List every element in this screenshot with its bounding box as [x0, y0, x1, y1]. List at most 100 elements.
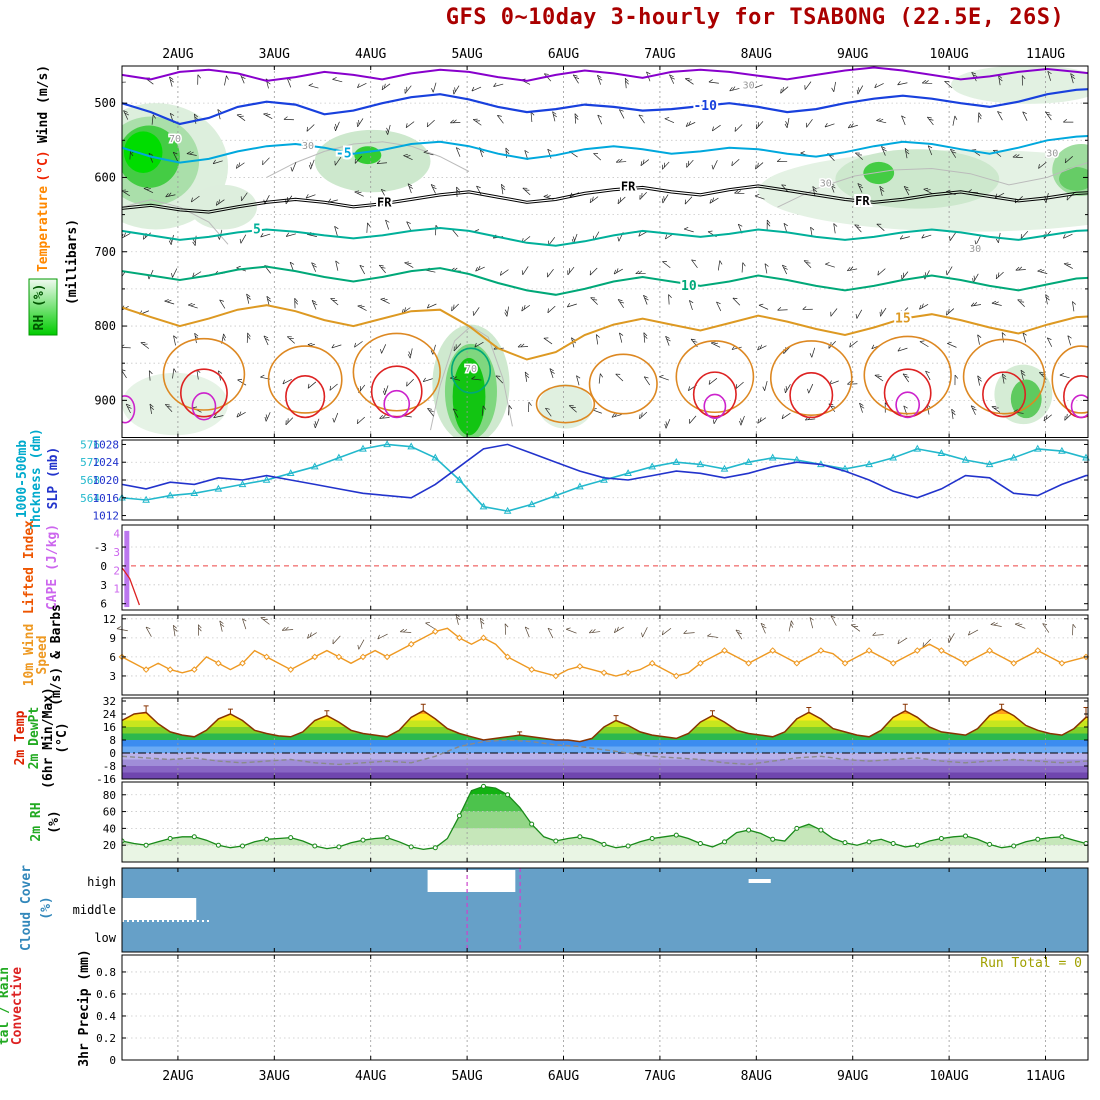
- temp-loop: [789, 372, 834, 419]
- thickness-marker: [913, 444, 922, 452]
- surface-wind-barbs: [116, 613, 1076, 650]
- panel-wind10m: 12 9 6 3: [103, 613, 1090, 696]
- rh-marker: [505, 792, 511, 798]
- mb-axis-label: 1024: [93, 456, 120, 469]
- cape-bar: [124, 530, 130, 608]
- li-line: [121, 567, 141, 606]
- rh-marker: [529, 821, 535, 827]
- date-label-bottom: 5AUG: [451, 1069, 482, 1084]
- temp-band: [122, 772, 1088, 779]
- cloud-background: [122, 868, 1088, 952]
- rh-marker: [481, 783, 486, 789]
- thickness-marker: [696, 460, 705, 468]
- thickness-marker: [286, 469, 295, 477]
- wind-speed-marker: [769, 647, 777, 654]
- rh-shading: [122, 66, 1088, 438]
- thickness-marker: [359, 444, 367, 452]
- freezing-line-2: [122, 186, 1088, 214]
- axis-title-temp_word: Temperature: [36, 186, 51, 272]
- thickness-marker: [142, 495, 150, 503]
- rh-marker: [553, 838, 559, 844]
- rh-marker: [577, 834, 583, 840]
- rh-marker: [601, 841, 607, 847]
- wind-speed-marker: [166, 666, 174, 673]
- rh-contour-label: 30: [969, 244, 981, 255]
- temp-loop: [267, 345, 343, 414]
- temp-axis-label: -8: [103, 760, 116, 773]
- rh-axis-label: 80: [103, 789, 116, 802]
- thickness-marker: [576, 482, 584, 490]
- rh-axis-label: 40: [103, 822, 116, 835]
- temp-band: [122, 733, 1088, 741]
- cape-axis-label: 3: [113, 546, 120, 559]
- panel-upper: -10 -5 5 10 15 FR FR FR 30 30 30 30 70 70 30 500 600 700 8…: [94, 65, 1089, 438]
- thickness-marker: [407, 442, 416, 450]
- y-axis-label: 600: [94, 170, 116, 184]
- rh-marker: [456, 813, 462, 819]
- wind-axis-label: 6: [109, 651, 116, 664]
- wind-speed-marker: [648, 659, 656, 667]
- axis-title-slp: SLP (mb): [46, 447, 61, 510]
- temp-band: [122, 740, 1088, 747]
- wind-speed-marker: [745, 659, 752, 667]
- rh-axis-label: 60: [103, 806, 116, 819]
- temp-axis-label: 8: [109, 734, 116, 747]
- rh-marker: [1035, 836, 1041, 842]
- panel-precip: Run Total = 0 0.8 0.6 0.4 0.2 0: [96, 954, 1089, 1067]
- rh-marker: [649, 835, 655, 841]
- thickness-marker: [672, 457, 681, 465]
- wind-speed-marker: [215, 659, 222, 667]
- wind-speed-marker: [552, 672, 560, 680]
- temp-loop: [962, 338, 1046, 415]
- temp-contour: [122, 226, 1088, 247]
- rh-marker: [818, 827, 824, 833]
- rh-blob: [863, 161, 895, 185]
- temp-loop: [703, 393, 727, 419]
- precip-axis-label: 0: [109, 1054, 116, 1067]
- axis-title-d2m: 2m DewPt: [27, 707, 42, 770]
- rh-marker: [240, 843, 245, 849]
- wind-speed-marker: [287, 666, 295, 673]
- mb-axis-label: 1020: [93, 474, 120, 487]
- panel-upper-content: -10 -5 5 10 15 FR FR FR 30 30 30 30 70 70 30: [122, 66, 1088, 438]
- rh-marker: [143, 842, 149, 848]
- temp-loop: [769, 340, 853, 417]
- rh-marker: [312, 843, 318, 849]
- rh-blob: [538, 384, 593, 429]
- rh-marker: [770, 836, 776, 842]
- cloud-row-label: high: [87, 875, 116, 889]
- rh-marker: [794, 825, 800, 831]
- rh-marker: [963, 833, 968, 839]
- thickness-marker: [937, 449, 946, 457]
- rh-marker: [288, 835, 294, 841]
- temp-band: [122, 727, 1088, 734]
- panel-border: [121, 697, 1089, 780]
- freezing-line: [122, 184, 1088, 212]
- thickness-marker: [455, 475, 464, 483]
- cloud-content: [122, 868, 1088, 952]
- precip-axis-label: 0.2: [96, 1032, 116, 1045]
- thickness-marker: [624, 469, 632, 477]
- thickness-marker: [1058, 446, 1066, 454]
- date-label-bottom: 11AUG: [1026, 1069, 1065, 1084]
- wind-speed-marker: [962, 659, 969, 667]
- date-label-top: 3AUG: [259, 47, 290, 62]
- thickness-marker: [744, 457, 753, 465]
- thickness-marker: [383, 440, 391, 448]
- rh-contour-label: 30: [1046, 149, 1058, 160]
- temp-axis-label: 16: [103, 721, 116, 734]
- above-curve-mask: [122, 698, 1088, 742]
- mb-axis-label: 1012: [93, 510, 120, 523]
- temp-loop: [895, 391, 921, 419]
- cape-axis-label: 2: [113, 564, 120, 577]
- axis-title-thk1: 1000-500mb: [15, 440, 30, 518]
- date-label-bottom: 9AUG: [837, 1069, 868, 1084]
- thickness-marker: [335, 453, 343, 461]
- cape-axis-label: 1: [113, 583, 120, 596]
- panel-clouds: high middle low: [73, 867, 1089, 953]
- chart-title: GFS 0~10day 3-hourly for TSABONG (22.5E,…: [445, 5, 1065, 30]
- temp-loop: [383, 389, 411, 419]
- rh-contour-label: 30: [743, 80, 755, 91]
